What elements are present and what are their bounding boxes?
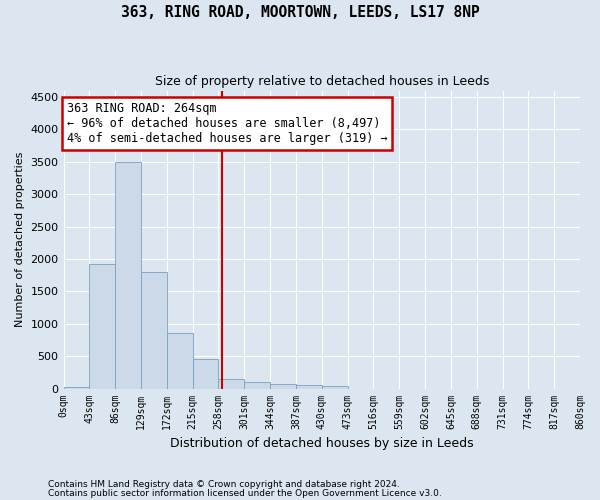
- Text: Contains public sector information licensed under the Open Government Licence v3: Contains public sector information licen…: [48, 488, 442, 498]
- Text: 363 RING ROAD: 264sqm
← 96% of detached houses are smaller (8,497)
4% of semi-de: 363 RING ROAD: 264sqm ← 96% of detached …: [67, 102, 387, 145]
- Y-axis label: Number of detached properties: Number of detached properties: [15, 152, 25, 327]
- Bar: [64, 387, 89, 388]
- Text: 363, RING ROAD, MOORTOWN, LEEDS, LS17 8NP: 363, RING ROAD, MOORTOWN, LEEDS, LS17 8N…: [121, 5, 479, 20]
- Bar: [270, 384, 296, 388]
- Bar: [218, 379, 244, 388]
- Text: Contains HM Land Registry data © Crown copyright and database right 2024.: Contains HM Land Registry data © Crown c…: [48, 480, 400, 489]
- Bar: [89, 264, 115, 388]
- Bar: [141, 272, 167, 388]
- Bar: [322, 386, 347, 388]
- Bar: [193, 360, 218, 388]
- Bar: [167, 334, 193, 388]
- Bar: [115, 162, 141, 388]
- Bar: [296, 385, 322, 388]
- Title: Size of property relative to detached houses in Leeds: Size of property relative to detached ho…: [155, 75, 489, 88]
- X-axis label: Distribution of detached houses by size in Leeds: Distribution of detached houses by size …: [170, 437, 473, 450]
- Bar: [244, 382, 270, 388]
